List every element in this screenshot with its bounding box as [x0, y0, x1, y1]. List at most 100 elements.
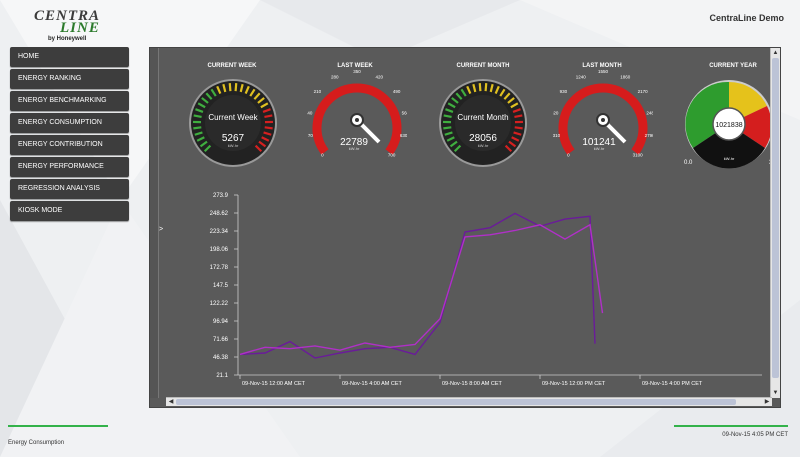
- x-tick-label: 09-Nov-15 12:00 AM CET: [242, 381, 306, 387]
- gauge-segment: [514, 126, 523, 130]
- gauge-segment: [222, 83, 227, 93]
- y-tick-label: 21.1: [216, 373, 228, 379]
- y-tick-label: 46.38: [213, 355, 229, 361]
- collapse-strip[interactable]: [150, 48, 159, 398]
- gauge-segment: [257, 97, 265, 104]
- sidebar-item-energy-benchmarking[interactable]: ENERGY BENCHMARKING: [10, 91, 129, 111]
- y-tick-label: 273.9: [213, 193, 229, 199]
- gauge-segment: [472, 83, 477, 93]
- gauge-segment: [489, 83, 494, 93]
- energy-consumption-line-chart: 273.9 248.62 223.34 198.06 172.78 147.5 122.22…: [210, 193, 762, 387]
- gauge-segment: [466, 85, 472, 95]
- gauge-center-label: Current Week: [208, 113, 258, 122]
- sidebar-nav: HOME ENERGY RANKING ENERGY BENCHMARKING …: [10, 47, 129, 223]
- gauge-segment: [263, 131, 272, 136]
- gauge-tick-label: 630: [400, 133, 407, 138]
- series-line-2: [239, 223, 604, 356]
- gauge-tick-label: 140: [307, 110, 313, 115]
- gauge-value: 1021838: [715, 122, 742, 129]
- gauge-tick-label: 560: [402, 110, 407, 115]
- footer-left-divider: [8, 425, 108, 427]
- gauge-segment: [443, 126, 452, 130]
- gauge-segment: [258, 140, 267, 148]
- gauge-segment: [460, 88, 467, 97]
- gauge-tick-label: 350: [353, 70, 361, 74]
- sidebar-item-energy-ranking[interactable]: ENERGY RANKING: [10, 69, 129, 89]
- gauge-segment: [195, 108, 204, 113]
- gauge-tick-label: 1240: [576, 74, 587, 79]
- gauge-unit: kW-hr: [349, 146, 360, 151]
- sidebar-item-energy-contribution[interactable]: ENERGY CONTRIBUTION: [10, 135, 129, 155]
- gauge-current-week: Current Week 5267 kW-hr: [189, 79, 277, 167]
- gauge-segment: [445, 108, 454, 113]
- gauge-tick-min: 0.0: [684, 160, 693, 166]
- gauge-segment: [514, 114, 523, 119]
- gauge-segment: [253, 92, 261, 100]
- gauge-segment: [443, 114, 452, 119]
- gauge-title-last-week: LAST WEEK: [337, 63, 373, 69]
- gauge-tick-label: 3100: [633, 153, 644, 158]
- gauge-segment: [478, 83, 482, 92]
- gauge-segment: [260, 102, 269, 109]
- gauge-segment: [446, 136, 455, 142]
- y-tick-label: 223.34: [210, 229, 229, 235]
- sidebar-item-home[interactable]: HOME: [10, 47, 129, 67]
- gauge-tick-label: 70: [308, 133, 314, 138]
- x-tick-label: 09-Nov-15 4:00 AM CET: [342, 381, 403, 387]
- scroll-up-icon[interactable]: ▲: [772, 50, 779, 56]
- app-title: CentraLine Demo: [709, 13, 784, 23]
- gauge-segment: [239, 83, 244, 93]
- x-tick-label: 09-Nov-15 8:00 AM CET: [442, 381, 503, 387]
- gauge-tick-label: 210: [314, 89, 322, 94]
- vertical-scroll-thumb[interactable]: [772, 58, 779, 378]
- gauge-unit: kW-hr: [478, 143, 489, 148]
- gauge-value: 22789: [340, 137, 368, 148]
- vertical-scrollbar[interactable]: ▲ ▼: [770, 48, 780, 398]
- series-line-1: [239, 212, 596, 359]
- gauge-segment: [511, 136, 520, 142]
- scroll-left-icon[interactable]: ◀: [168, 399, 174, 405]
- y-tick-label: 198.06: [210, 247, 229, 253]
- y-tick-label: 248.62: [210, 211, 229, 217]
- gauge-last-month: 0 310 620 930 1240 1550 1860 2170 2480 2790 3100 1…: [553, 70, 653, 158]
- gauge-segment: [513, 131, 522, 136]
- gauge-segment: [210, 88, 217, 97]
- gauge-unit: kW-hr: [594, 146, 605, 151]
- gauge-tick-label: 620: [553, 110, 559, 115]
- gauge-segment: [216, 85, 222, 95]
- gauge-segment: [508, 140, 517, 148]
- gauge-value: 101241: [582, 137, 616, 148]
- gauge-segment: [484, 83, 488, 92]
- horizontal-scroll-thumb[interactable]: [176, 399, 736, 405]
- y-tick-label: 147.5: [213, 283, 229, 289]
- scroll-right-icon[interactable]: ▶: [764, 399, 770, 405]
- gauge-segment: [205, 92, 213, 100]
- gauge-title-current-month: CURRENT MONTH: [456, 63, 510, 69]
- gauge-tick-label: 420: [375, 74, 383, 79]
- gauge-center-label: Current Month: [457, 113, 508, 122]
- gauge-title-current-week: CURRENT WEEK: [207, 63, 257, 69]
- footer-timestamp: 09-Nov-15 4:05 PM CET: [722, 432, 788, 438]
- gauge-segment: [261, 136, 270, 142]
- y-tick-label: 122.22: [210, 301, 229, 307]
- sidebar-item-energy-consumption[interactable]: ENERGY CONSUMPTION: [10, 113, 129, 133]
- horizontal-scrollbar[interactable]: ◀ ▶: [166, 397, 772, 406]
- gauge-tick-label: 2790: [645, 133, 653, 138]
- scroll-down-icon[interactable]: ▼: [772, 390, 779, 396]
- gauge-segment: [504, 144, 513, 153]
- gauge-tick-label: 700: [388, 153, 396, 158]
- gauge-tick-label: 1550: [598, 70, 609, 74]
- gauge-unit: kW-hr: [724, 156, 735, 161]
- gauge-segment: [194, 131, 203, 136]
- y-tick-label: 71.66: [213, 337, 229, 343]
- sidebar-item-regression-analysis[interactable]: REGRESSION ANALYSIS: [10, 179, 129, 199]
- sidebar-item-kiosk-mode[interactable]: KIOSK MODE: [10, 201, 129, 221]
- sidebar-item-energy-performance[interactable]: ENERGY PERFORMANCE: [10, 157, 129, 177]
- collapse-arrow-icon[interactable]: >: [159, 226, 164, 233]
- gauge-tick-label: 490: [393, 89, 401, 94]
- logo-subtitle: by Honeywell: [48, 36, 87, 42]
- gauge-segment: [512, 108, 521, 113]
- gauge-last-week: 0 70 140 210 280 350 420 490 560 630 700 22789 kW-…: [307, 70, 407, 158]
- gauge-tick-label: 0: [321, 153, 324, 158]
- gauge-segment: [254, 144, 263, 153]
